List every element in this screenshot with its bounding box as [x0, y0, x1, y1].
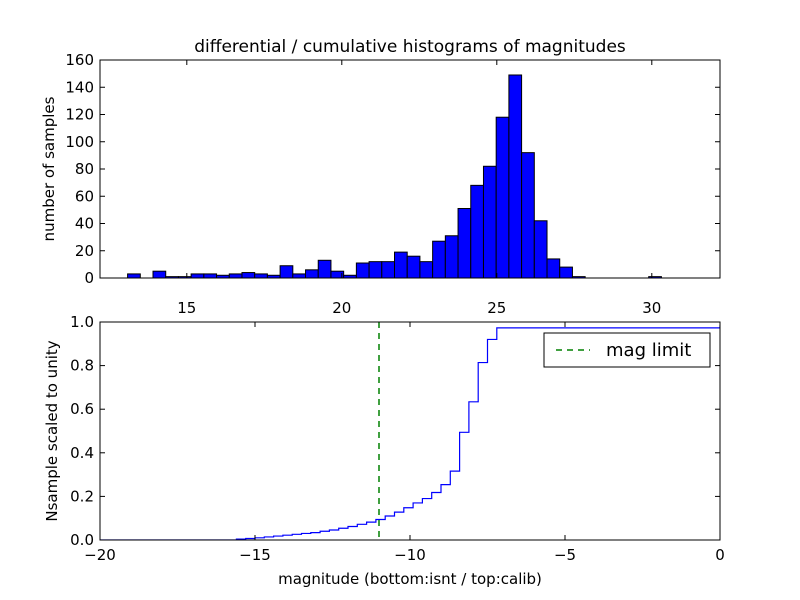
histogram-bar [546, 258, 561, 279]
chart-title: differential / cumulative histograms of … [194, 37, 626, 57]
bottom-y-tick-label: 0.4 [70, 444, 94, 462]
bottom-x-tick-label: 0 [715, 546, 725, 564]
histogram-bar [394, 251, 408, 279]
cumulative-series [100, 322, 720, 540]
top-y-tick-label: 60 [75, 187, 94, 205]
bottom-x-tick-label: −15 [239, 546, 271, 564]
bottom-y-tick-label: 1.0 [70, 313, 94, 331]
top-y-tick-label: 20 [75, 242, 94, 260]
histogram-bar [254, 273, 268, 279]
top-x-tick-label: 20 [332, 299, 351, 317]
histogram-bar [559, 266, 573, 279]
bottom-x-axis-label: magnitude (bottom:isnt / top:calib) [278, 570, 542, 588]
histogram-bar [521, 152, 535, 279]
bottom-y-tick-label: 0.0 [70, 531, 94, 549]
histogram-bar [406, 255, 421, 279]
histogram-bar [444, 235, 459, 279]
differential-histogram-chart: differential / cumulative histograms of … [40, 37, 721, 317]
bottom-y-tick-label: 0.6 [70, 400, 94, 418]
top-y-tick-label: 0 [84, 269, 94, 287]
histogram-bar [292, 273, 307, 279]
histogram-bar [305, 269, 319, 279]
top-plot-frame [99, 59, 721, 279]
histogram-bar [228, 273, 243, 279]
top-axis-ticks: 15 20 25 30 0 20 40 60 80 100 120 140 160 [65, 51, 720, 317]
histogram-bar [495, 116, 510, 279]
top-x-tick-label: 30 [642, 299, 661, 317]
histogram-bar [482, 165, 497, 279]
histogram-bars [127, 74, 662, 279]
bottom-y-axis-label: Nsample scaled to unity [43, 340, 61, 521]
histogram-bar [317, 259, 332, 279]
top-x-tick-label: 25 [487, 299, 506, 317]
histogram-bar [381, 261, 396, 279]
histogram-bar [457, 208, 472, 279]
bottom-axis-ticks: −20 −15 −10 −5 0 0.0 0.2 0.4 0.6 0.8 1.0 [70, 313, 725, 564]
bottom-y-tick-label: 0.8 [70, 357, 94, 375]
histogram-bar [241, 272, 256, 279]
histogram-bar [127, 273, 141, 279]
histogram-bar [470, 184, 484, 279]
histogram-bar [279, 265, 294, 279]
histogram-bar [355, 262, 370, 279]
bottom-y-tick-label: 0.2 [70, 487, 94, 505]
histogram-bar [432, 240, 446, 279]
bottom-x-tick-label: −5 [554, 546, 576, 564]
top-y-tick-label: 140 [65, 78, 94, 96]
cumulative-step-line [100, 325, 720, 540]
bottom-plot-frame [99, 321, 721, 541]
top-y-tick-label: 100 [65, 133, 94, 151]
top-y-tick-label: 160 [65, 51, 94, 69]
top-y-tick-label: 120 [65, 106, 94, 124]
legend-label-mag-limit: mag limit [606, 340, 691, 361]
histogram-bar [190, 273, 205, 279]
bottom-x-tick-label: −10 [394, 546, 426, 564]
histogram-bar [419, 261, 434, 279]
top-y-tick-label: 40 [75, 215, 94, 233]
top-y-tick-label: 80 [75, 160, 94, 178]
legend: mag limit [543, 332, 711, 368]
histogram-bar [203, 273, 218, 279]
histogram-bar [533, 220, 548, 279]
cumulative-distribution-chart: Nsample scaled to unity magnitude (botto… [43, 313, 725, 588]
histogram-bar [152, 270, 167, 279]
histogram-bar [368, 261, 383, 279]
histogram-bar [508, 74, 523, 279]
bottom-x-tick-label: −20 [84, 546, 116, 564]
top-x-tick-label: 15 [177, 299, 196, 317]
top-y-axis-label: number of samples [40, 96, 58, 241]
